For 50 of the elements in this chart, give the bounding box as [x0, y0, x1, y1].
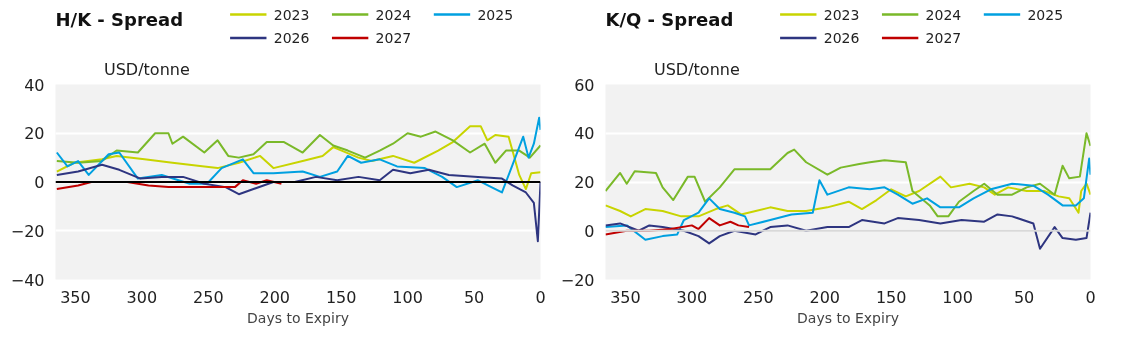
legend-label: 2023	[273, 6, 310, 23]
x-axis-title: Days to Expiry	[247, 309, 349, 326]
x-tick-label: 300	[126, 287, 158, 307]
y-tick-label: 60	[574, 75, 595, 95]
legend-label: 2024	[925, 6, 962, 23]
x-tick-label: 250	[743, 287, 774, 307]
line-series	[605, 175, 1091, 218]
x-tick-label: 200	[259, 287, 291, 307]
x-tick-label: 50	[463, 287, 485, 307]
y-tick-label: −20	[10, 221, 45, 241]
legend-label: 2023	[823, 6, 860, 23]
y-tick-label: 0	[584, 221, 595, 241]
y-tick-label: 40	[574, 124, 595, 144]
y-tick-label: 20	[574, 173, 595, 192]
y-tick-label: 0	[34, 173, 45, 192]
x-tick-label: 0	[1085, 287, 1096, 307]
y-tick-label: −40	[10, 270, 45, 290]
x-tick-label: 50	[1013, 287, 1035, 307]
y-tick-label: 20	[24, 124, 45, 144]
y-axis-title: USD/tonne	[104, 59, 190, 79]
y-tick-label: −20	[560, 270, 595, 290]
x-tick-label: 350	[60, 287, 91, 307]
legend-label: 2027	[925, 29, 962, 46]
x-tick-label: 100	[392, 287, 423, 307]
legend-label: 2026	[823, 29, 860, 46]
legend-label: 2024	[375, 6, 412, 23]
x-tick-label: 100	[942, 287, 973, 307]
legend-label: 2025	[477, 6, 514, 23]
x-tick-label: 350	[610, 287, 641, 307]
chart-title: H/K - Spread	[55, 9, 184, 31]
line-series	[55, 116, 541, 194]
line-series	[55, 130, 541, 164]
x-tick-label: 0	[535, 287, 546, 307]
line-series	[605, 211, 1091, 250]
chart-title: K/Q - Spread	[605, 9, 734, 31]
x-tick-label: 150	[325, 287, 357, 307]
line-series	[605, 157, 1091, 241]
legend-label: 2027	[375, 29, 412, 46]
line-series	[55, 125, 541, 191]
line-series	[605, 132, 1091, 218]
y-tick-label: 40	[24, 75, 45, 95]
legend-label: 2026	[273, 29, 310, 46]
legend-label: 2025	[1027, 6, 1064, 23]
y-axis-title: USD/tonne	[654, 59, 740, 79]
x-axis-title: Days to Expiry	[797, 309, 899, 326]
x-tick-label: 250	[193, 287, 224, 307]
line-series	[55, 163, 541, 243]
x-tick-label: 200	[809, 287, 841, 307]
x-tick-label: 300	[676, 287, 708, 307]
x-tick-label: 150	[875, 287, 907, 307]
